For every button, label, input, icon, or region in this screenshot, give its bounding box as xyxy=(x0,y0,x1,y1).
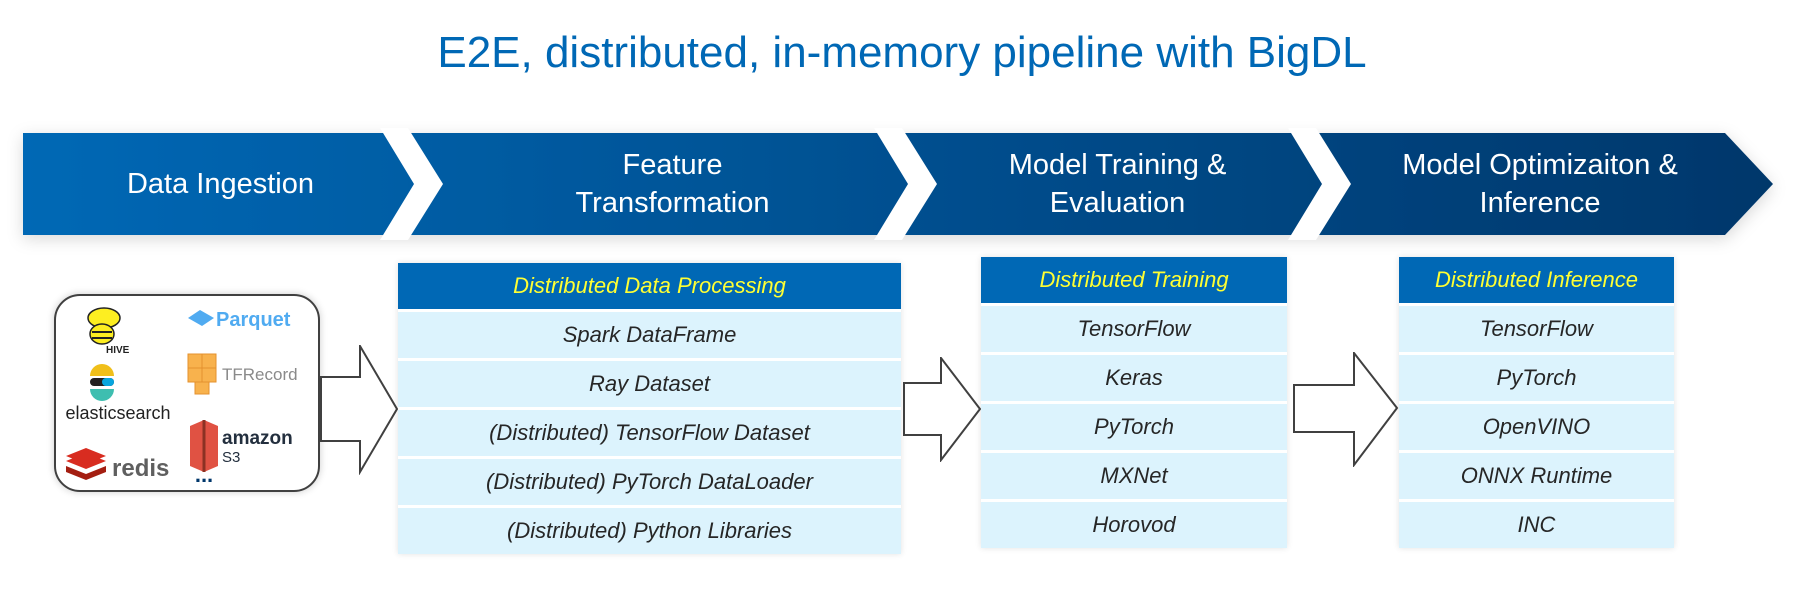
banner-body xyxy=(23,133,1773,235)
table-row: (Distributed) PyTorch DataLoader xyxy=(398,459,901,505)
data-source-logos: HIVE Parquet elasticsearch TFRecord redi… xyxy=(65,307,298,487)
redis-text: redis xyxy=(112,455,169,482)
s3-text: S3 xyxy=(222,449,240,466)
stage-label: Evaluation xyxy=(1049,187,1186,219)
stage-label: Inference xyxy=(1479,187,1601,219)
stage-model-training: Model Training & Evaluation xyxy=(925,133,1310,235)
parquet-text: Parquet xyxy=(216,309,291,331)
table-row: Keras xyxy=(981,355,1287,401)
chevron-divider xyxy=(874,128,937,240)
table-row: MXNet xyxy=(981,453,1287,499)
table-row: Horovod xyxy=(981,502,1287,548)
page-title: E2E, distributed, in-memory pipeline wit… xyxy=(437,28,1367,77)
pipeline-banner xyxy=(23,128,1773,240)
table-row: Spark DataFrame xyxy=(398,312,901,358)
tfrecord-text: TFRecord xyxy=(222,365,298,384)
table-row: (Distributed) TensorFlow Dataset xyxy=(398,410,901,456)
elasticsearch-text: elasticsearch xyxy=(65,403,170,423)
stage-label: Model Optimizaiton & xyxy=(1402,149,1678,181)
chevron-divider xyxy=(1288,128,1351,240)
elasticsearch-logo: elasticsearch xyxy=(65,364,171,423)
stage-data-ingestion: Data Ingestion xyxy=(23,133,418,235)
table-row: ONNX Runtime xyxy=(1399,453,1674,499)
stage-label: Model Training & xyxy=(1008,149,1227,181)
table-row: PyTorch xyxy=(1399,355,1674,401)
data-processing-table: Distributed Data Processing Spark DataFr… xyxy=(398,263,901,554)
hive-text: HIVE xyxy=(106,345,130,356)
table-header: Distributed Inference xyxy=(1399,257,1674,303)
table-header: Distributed Training xyxy=(981,257,1287,303)
table-row: TensorFlow xyxy=(1399,306,1674,352)
redis-logo: redis xyxy=(66,448,169,482)
stage-label: Feature xyxy=(622,149,723,181)
parquet-logo: Parquet xyxy=(188,309,291,331)
inference-table: Distributed Inference TensorFlow PyTorch… xyxy=(1399,257,1674,548)
table-row: TensorFlow xyxy=(981,306,1287,352)
training-table: Distributed Training TensorFlow Keras Py… xyxy=(981,257,1287,548)
tfrecord-logo: TFRecord xyxy=(187,353,298,395)
right-arrow-icon xyxy=(320,345,399,475)
stage-label: Data Ingestion xyxy=(126,168,314,200)
table-row: Ray Dataset xyxy=(398,361,901,407)
table-row: PyTorch xyxy=(981,404,1287,450)
right-arrow-icon xyxy=(903,357,982,462)
right-arrow-icon xyxy=(1293,352,1399,467)
amazon-s3-logo: amazon S3 xyxy=(190,420,293,472)
table-row: OpenVINO xyxy=(1399,404,1674,450)
stage-model-inference: Model Optimizaiton & Inference xyxy=(1340,133,1740,235)
stage-label: Transformation xyxy=(575,187,770,219)
table-header: Distributed Data Processing xyxy=(398,263,901,309)
table-row: (Distributed) Python Libraries xyxy=(398,508,901,554)
hive-logo: HIVE xyxy=(87,307,130,356)
table-row: INC xyxy=(1399,502,1674,548)
amazon-text: amazon xyxy=(222,428,293,449)
more-sources-ellipsis: ... xyxy=(195,462,213,487)
data-sources-box: HIVE Parquet elasticsearch TFRecord redi… xyxy=(54,294,320,492)
stage-feature-transformation: Feature Transformation xyxy=(430,133,915,235)
chevron-divider xyxy=(380,128,443,240)
